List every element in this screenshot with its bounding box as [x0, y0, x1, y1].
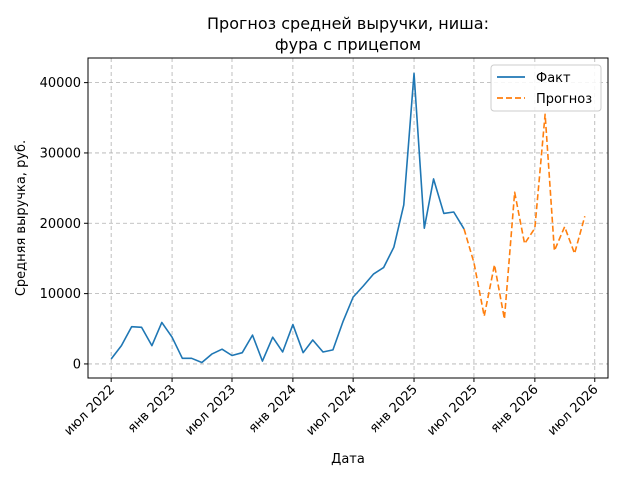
- grid: [88, 58, 608, 378]
- series-lines: [110, 72, 586, 364]
- x-axis-label: Дата: [331, 452, 365, 467]
- chart-title-line-1: Прогноз средней выручки, ниша:: [207, 14, 489, 33]
- legend-label-forecast: Прогноз: [536, 92, 592, 107]
- legend-label-fact: Факт: [536, 71, 571, 86]
- y-tick-label: 20000: [40, 217, 81, 232]
- chart-title-line-2: фура с прицепом: [275, 35, 421, 54]
- y-tick-label: 10000: [40, 287, 81, 302]
- y-tick-label: 30000: [40, 146, 81, 161]
- legend: Факт Прогноз: [490, 64, 602, 112]
- series-line-fact: [110, 72, 465, 364]
- plot-frame: [87, 57, 609, 379]
- y-axis-label: Средняя выручка, руб.: [14, 140, 29, 296]
- y-tick-label: 40000: [40, 76, 81, 91]
- y-axis-ticks: 0 10000 20000 30000 40000: [40, 76, 88, 372]
- y-tick-label: 0: [73, 357, 81, 372]
